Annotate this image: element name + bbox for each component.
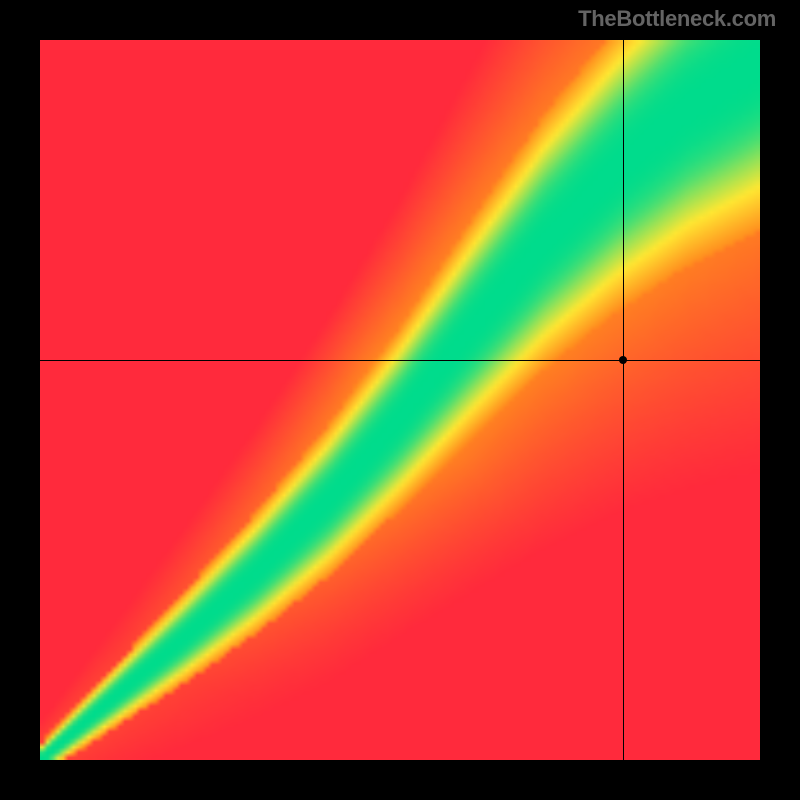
crosshair-marker-dot — [619, 356, 627, 364]
plot-area — [40, 40, 760, 760]
crosshair-vertical — [623, 40, 624, 760]
watermark-text: TheBottleneck.com — [578, 6, 776, 32]
crosshair-horizontal — [40, 360, 760, 361]
heatmap-canvas — [40, 40, 760, 760]
